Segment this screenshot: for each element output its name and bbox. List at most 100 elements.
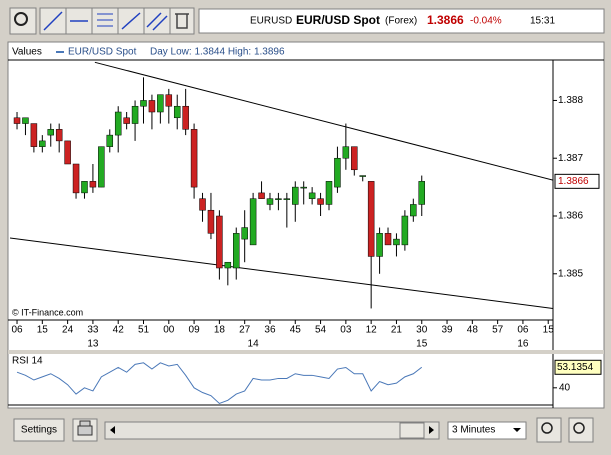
- legend-subtitle: Day Low: 1.3844 High: 1.3896: [150, 47, 285, 58]
- candle-body: [72, 163, 80, 194]
- channel-tool[interactable]: [143, 7, 171, 35]
- day-label: 14: [248, 339, 260, 350]
- trend-icon: [121, 12, 141, 30]
- zoom-tool[interactable]: [9, 7, 37, 35]
- last-price-label: 1.3866: [558, 176, 589, 187]
- candle-body: [334, 157, 341, 188]
- trend-line: [10, 237, 553, 309]
- candle-body: [22, 117, 29, 124]
- x-tick-label: 48: [467, 325, 479, 336]
- scroll-left[interactable]: [110, 426, 115, 434]
- select-arrow: [513, 428, 521, 432]
- fib-icon: [97, 13, 113, 27]
- watermark: © IT-Finance.com: [12, 307, 83, 317]
- y-tick-label: 1.388: [558, 95, 583, 106]
- plot-area: [10, 61, 553, 309]
- last-rsi-box: [554, 359, 602, 375]
- x-tick-label: 15: [543, 325, 555, 336]
- candle-body: [131, 105, 139, 124]
- instrument-name: EUR/USD Spot: [296, 13, 380, 27]
- day-label: 16: [517, 339, 529, 350]
- candle-body: [401, 215, 409, 246]
- candle-body: [249, 198, 257, 246]
- candle-body: [64, 140, 71, 165]
- candle-body: [216, 215, 223, 269]
- candle-body: [157, 94, 164, 113]
- interval-label: 3 Minutes: [452, 425, 495, 436]
- candle-body: [98, 146, 105, 188]
- candle-body: [367, 181, 375, 257]
- last-price-box: [554, 173, 600, 189]
- candle-body: [47, 129, 55, 136]
- x-tick-label: 54: [315, 325, 327, 336]
- change: -0.04%: [470, 16, 502, 27]
- settings-button[interactable]: [13, 418, 65, 442]
- x-tick-label: 39: [441, 325, 453, 336]
- day-label: 15: [416, 339, 428, 350]
- candle-body: [30, 123, 38, 147]
- scrollbar[interactable]: [104, 421, 440, 440]
- candle-body: [81, 181, 88, 194]
- candle-body: [140, 100, 147, 107]
- candle-body: [418, 181, 425, 205]
- y-tick-label: 1.385: [558, 268, 583, 279]
- candle-body: [55, 129, 63, 142]
- scroll-thumb[interactable]: [399, 422, 425, 439]
- candle-body: [106, 134, 114, 147]
- candle-body: [376, 233, 383, 257]
- y-tick-label: 1.386: [558, 211, 583, 222]
- x-tick-label: 42: [113, 325, 125, 336]
- legend-series: EUR/USD Spot: [68, 47, 137, 58]
- candle-body: [393, 238, 400, 246]
- zoom-in-button[interactable]: [568, 417, 594, 443]
- candle-body: [351, 146, 358, 171]
- zoom-out-icon: [541, 422, 553, 434]
- candle-body: [114, 111, 122, 136]
- candle-body: [300, 186, 307, 189]
- x-tick-label: 21: [391, 325, 403, 336]
- candle-body: [190, 129, 198, 188]
- zoom-out-button[interactable]: [536, 417, 562, 443]
- trash-icon: [175, 13, 189, 29]
- last-rsi-label: 53.1354: [557, 362, 594, 373]
- x-tick-label: 30: [416, 325, 428, 336]
- candle-body: [165, 94, 173, 107]
- symbol: EURUSD: [250, 16, 292, 27]
- legend-title: Values: [12, 47, 42, 58]
- y-tick-label: 1.387: [558, 153, 583, 164]
- interval-select[interactable]: [447, 421, 527, 440]
- candle-body: [182, 105, 189, 130]
- candle-body: [199, 198, 206, 211]
- candle-body: [13, 117, 21, 124]
- candle-body: [317, 198, 324, 205]
- delete-tool[interactable]: [169, 7, 195, 35]
- panel-divider: [8, 350, 604, 354]
- x-tick-label: 36: [264, 325, 276, 336]
- candle-body: [39, 140, 46, 147]
- candle-body: [384, 233, 392, 246]
- zoom-icon: [14, 12, 28, 26]
- x-tick-label: 57: [492, 325, 504, 336]
- rsi-title: RSI 14: [12, 356, 43, 367]
- zoom-in-icon: [573, 422, 585, 434]
- x-tick-label: 06: [517, 325, 529, 336]
- candle-body: [224, 261, 232, 269]
- channel-icon: [146, 12, 168, 31]
- x-tick-label: 03: [340, 325, 352, 336]
- candle-body: [241, 227, 248, 240]
- fib-tool[interactable]: [91, 7, 119, 35]
- candle-body: [123, 117, 130, 124]
- x-tick-label: 24: [62, 325, 74, 336]
- y-tick-label: 40: [559, 382, 571, 393]
- scroll-right[interactable]: [429, 426, 434, 434]
- quote-box: [198, 8, 605, 34]
- candle-body: [325, 181, 333, 205]
- market: (Forex): [385, 16, 417, 27]
- x-tick-label: 15: [37, 325, 49, 336]
- x-tick-label: 51: [138, 325, 150, 336]
- x-tick-label: 18: [214, 325, 226, 336]
- candle-body: [233, 233, 240, 269]
- candle-body: [292, 186, 299, 205]
- rsi-line: [16, 362, 423, 405]
